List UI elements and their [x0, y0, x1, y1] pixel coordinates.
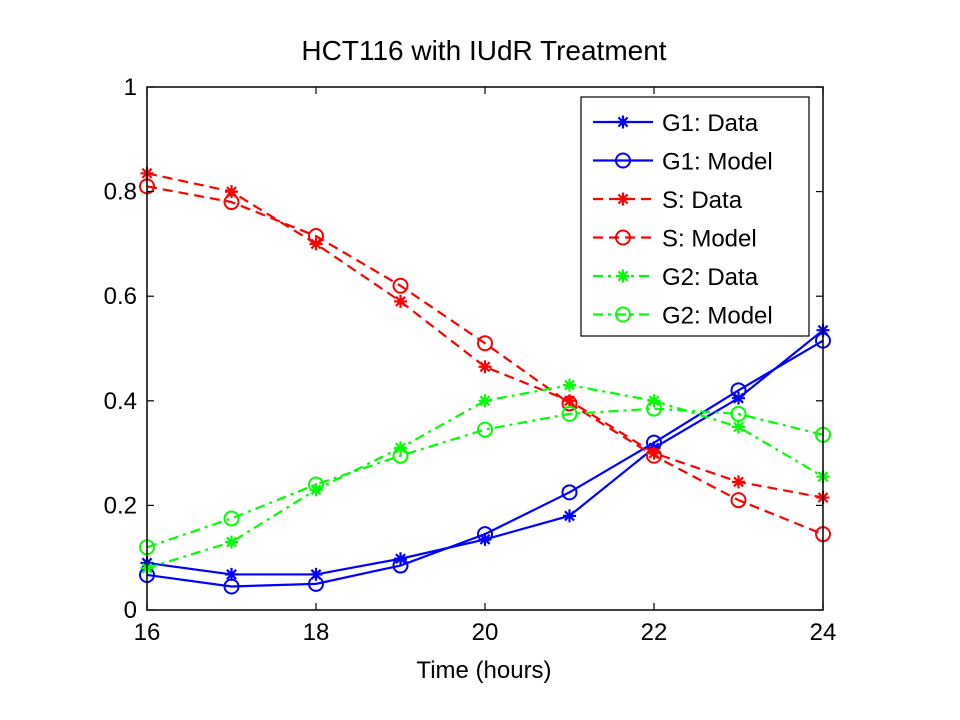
y-tick-label: 0.2: [104, 492, 137, 519]
data-point: [478, 394, 492, 408]
series-layer: [139, 166, 831, 595]
plot-frame: [146, 86, 824, 611]
data-point: [730, 405, 747, 422]
legend-marker: [615, 306, 631, 323]
series-line: [146, 185, 824, 536]
legend-item: S: Model: [593, 226, 757, 253]
x-tick-label: 24: [810, 619, 837, 646]
series-line: [146, 383, 824, 570]
chart-title: HCT116 with IUdR Treatment: [301, 35, 666, 66]
data-point: [477, 526, 493, 543]
legend-item: G2: Model: [593, 303, 773, 330]
data-point: [478, 532, 492, 546]
data-point: [730, 492, 747, 509]
data-point: [309, 567, 323, 581]
data-point: [392, 277, 409, 294]
data-point: [563, 394, 576, 408]
x-tick-label: 20: [472, 619, 499, 646]
data-point: [309, 483, 323, 497]
data-point: [563, 378, 576, 392]
legend-item: G2: Data: [593, 264, 759, 291]
legend-marker: [616, 115, 630, 129]
legend-marker: [616, 192, 630, 206]
data-point: [394, 294, 407, 308]
legend-label: G2: Model: [662, 303, 773, 330]
y-tick-label: 0.8: [104, 179, 137, 206]
data-point: [561, 405, 578, 422]
data-point: [223, 578, 240, 595]
x-tick-label: 18: [303, 619, 330, 646]
x-tick-label: 22: [641, 619, 668, 646]
data-point: [647, 446, 661, 460]
data-point: [308, 228, 324, 245]
legend-box: [580, 96, 810, 337]
y-tick-label: 0.4: [104, 388, 137, 415]
legend: G1: Data G1: Model S: Data S: Model G2: Data…: [580, 96, 810, 337]
legend-marker: [616, 269, 630, 283]
legend-item: G1: Data: [593, 110, 759, 137]
data-point: [646, 447, 662, 464]
data-point: [561, 484, 578, 501]
data-point: [561, 395, 578, 412]
data-point: [732, 420, 745, 434]
data-point: [477, 421, 493, 438]
data-point: [730, 382, 747, 399]
legend-item: S: Data: [593, 187, 743, 214]
data-point: [732, 475, 745, 489]
data-point: [392, 447, 409, 464]
x-axis-label: Time (hours): [416, 657, 551, 684]
data-point: [225, 567, 238, 581]
y-tick-label: 1: [124, 74, 137, 101]
series-4: [139, 178, 831, 543]
data-point: [225, 535, 238, 549]
legend-marker: [615, 229, 631, 246]
data-point: [563, 509, 576, 523]
data-point: [392, 557, 409, 574]
x-tick-label: 16: [134, 619, 161, 646]
legend-label: S: Model: [662, 226, 757, 253]
data-point: [308, 575, 324, 592]
series-line: [146, 339, 824, 588]
series-line: [146, 172, 824, 499]
legend-label: S: Data: [662, 187, 743, 214]
tick-layer: 16 18 20 22 24 0 0.2 0.4 0.6 0.8 1: [104, 74, 837, 646]
data-point: [308, 476, 324, 493]
legend-label: G2: Data: [662, 264, 759, 291]
data-point: [223, 194, 240, 211]
legend-marker: [615, 152, 631, 169]
data-point: [223, 510, 240, 527]
data-point: [477, 335, 493, 352]
legend-item: G1: Model: [593, 149, 773, 176]
data-point: [478, 360, 492, 374]
series-line: [146, 407, 824, 549]
legend-label: G1: Model: [662, 149, 773, 176]
data-point: [646, 400, 662, 417]
legend-label: G1: Data: [662, 110, 759, 137]
y-tick-label: 0.6: [104, 283, 137, 310]
y-tick-label: 0: [124, 597, 137, 624]
data-point: [225, 185, 238, 199]
